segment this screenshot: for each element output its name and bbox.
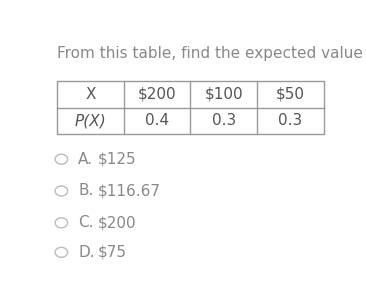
- Text: $200: $200: [138, 87, 176, 102]
- Text: $100: $100: [205, 87, 243, 102]
- Text: 0.3: 0.3: [278, 113, 303, 128]
- Circle shape: [55, 247, 68, 257]
- Text: 0.3: 0.3: [212, 113, 236, 128]
- Text: C.: C.: [78, 215, 94, 230]
- Bar: [57, 81, 324, 134]
- Text: D.: D.: [78, 245, 95, 260]
- Circle shape: [55, 186, 68, 196]
- Text: $200: $200: [98, 215, 137, 230]
- Text: X: X: [85, 87, 96, 102]
- Text: $125: $125: [98, 152, 137, 167]
- Circle shape: [55, 154, 68, 164]
- Text: A.: A.: [78, 152, 93, 167]
- Text: P(X): P(X): [75, 113, 106, 128]
- Text: 0.4: 0.4: [145, 113, 169, 128]
- Circle shape: [55, 218, 68, 228]
- Text: B.: B.: [78, 183, 94, 199]
- Text: From this table, find the expected value of X.: From this table, find the expected value…: [57, 46, 366, 60]
- Text: $75: $75: [98, 245, 127, 260]
- Text: $116.67: $116.67: [98, 183, 161, 199]
- Text: $50: $50: [276, 87, 305, 102]
